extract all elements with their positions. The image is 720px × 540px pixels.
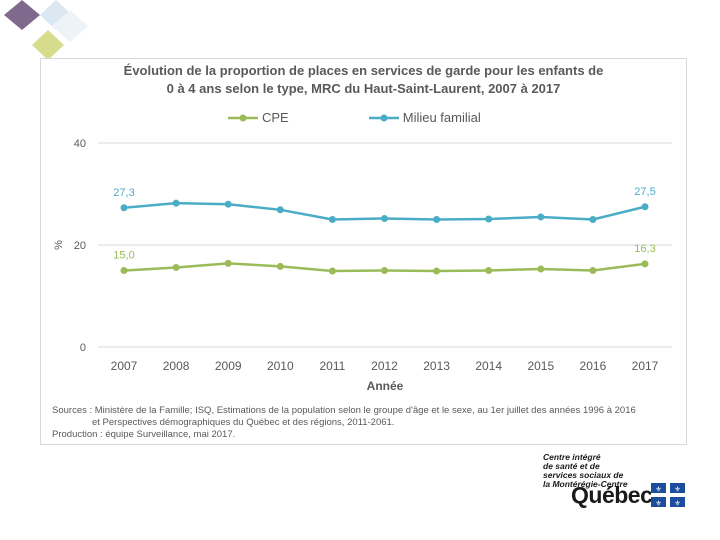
y-tick-label: 40 — [74, 138, 86, 150]
x-tick-label: 2015 — [527, 359, 554, 373]
data-point-milieu-familial — [276, 206, 284, 214]
logo-line1: Centre intégré — [543, 452, 601, 462]
legend-marker-milieu-familial — [368, 114, 399, 121]
x-tick-label: 2007 — [111, 359, 138, 373]
fleurdelise-flag-icon: ⚜ ⚜ ⚜ ⚜ — [651, 483, 685, 507]
chart-frame — [40, 58, 687, 445]
data-point-cpe — [172, 263, 180, 271]
x-axis-label: Année — [367, 379, 404, 393]
cisss-logo: Centre intégré de santé et de services s… — [533, 449, 693, 515]
data-label-cpe: 16,3 — [634, 243, 655, 255]
data-point-cpe — [485, 267, 493, 274]
line-chart: 0 20 40% 2007 2008 2009 2010 2011 2012 2013 2014 20… — [53, 138, 672, 393]
decorative-diamonds — [4, 0, 88, 60]
deco-diamond-white — [52, 10, 88, 42]
chart-title-line1: Évolution de la proportion de places en … — [123, 63, 604, 78]
data-point-cpe — [328, 267, 336, 275]
data-point-milieu-familial — [433, 216, 441, 223]
svg-text:⚜: ⚜ — [655, 486, 661, 494]
data-point-cpe — [120, 267, 128, 274]
data-point-milieu-familial — [328, 216, 336, 223]
deco-diamond-yellow — [32, 30, 64, 60]
data-label-cpe: 15,0 — [113, 250, 134, 262]
data-point-milieu-familial — [641, 203, 649, 211]
x-tick-label: 2016 — [580, 359, 607, 373]
y-tick-label: 0 — [80, 342, 86, 354]
sources-line1: Sources : Ministère de la Famille; ISQ, … — [52, 405, 636, 416]
legend-label-milieu-familial: Milieu familial — [402, 110, 481, 125]
data-point-cpe — [381, 267, 388, 274]
legend-item-cpe: CPE — [228, 110, 289, 125]
data-point-milieu-familial — [485, 215, 493, 223]
x-tick-label: 2013 — [423, 359, 450, 373]
quebec-wordmark: Québec — [571, 482, 653, 508]
data-point-cpe — [224, 259, 232, 267]
data-point-milieu-familial — [381, 214, 388, 222]
svg-text:⚜: ⚜ — [655, 500, 661, 508]
data-point-milieu-familial — [589, 216, 597, 223]
production-line: Production : équipe Surveillance, mai 20… — [52, 429, 236, 440]
svg-text:⚜: ⚜ — [674, 500, 680, 508]
data-point-cpe — [537, 265, 545, 273]
data-point-milieu-familial — [537, 213, 545, 221]
data-label-milieu-familial: 27,3 — [113, 187, 134, 199]
data-point-milieu-familial — [120, 204, 128, 212]
chart-title-line2: 0 à 4 ans selon le type, MRC du Haut-Sai… — [166, 81, 561, 96]
legend-item-milieu-familial: Milieu familial — [368, 110, 481, 125]
data-point-cpe — [276, 262, 284, 270]
legend-marker-cpe — [228, 114, 258, 121]
x-tick-label: 2008 — [163, 359, 190, 373]
sources-note: Sources : Ministère de la Famille; ISQ, … — [52, 405, 682, 441]
sources-line2: et Perspectives démographiques du Québec… — [92, 417, 395, 428]
data-point-cpe — [641, 260, 649, 268]
data-label-milieu-familial: 27,5 — [634, 186, 655, 198]
legend-label-cpe: CPE — [262, 110, 289, 125]
x-tick-label: 2009 — [215, 359, 242, 373]
x-tick-label: 2014 — [475, 359, 502, 373]
deco-diamond-purple — [4, 0, 40, 30]
data-point-cpe — [589, 267, 597, 274]
x-tick-label: 2010 — [267, 359, 294, 373]
logo-line2: de santé et de — [543, 461, 600, 471]
chart-legend: CPE Milieu familial — [228, 110, 561, 125]
logo-line4: la Montérégie-Centre — [543, 479, 628, 489]
data-point-milieu-familial — [172, 199, 180, 207]
svg-text:⚜: ⚜ — [674, 486, 680, 494]
data-point-milieu-familial — [224, 200, 232, 208]
logo-text: Centre intégré de santé et de services s… — [543, 453, 628, 489]
y-tick-label: 20 — [74, 240, 86, 252]
data-point-cpe — [433, 267, 441, 275]
y-axis-label: % — [53, 240, 65, 250]
x-tick-label: 2011 — [319, 359, 345, 373]
x-tick-label: 2012 — [371, 359, 398, 373]
x-tick-label: 2017 — [632, 359, 659, 373]
logo-line3: services sociaux de — [543, 470, 624, 480]
chart-title: Évolution de la proportion de places en … — [40, 62, 687, 98]
